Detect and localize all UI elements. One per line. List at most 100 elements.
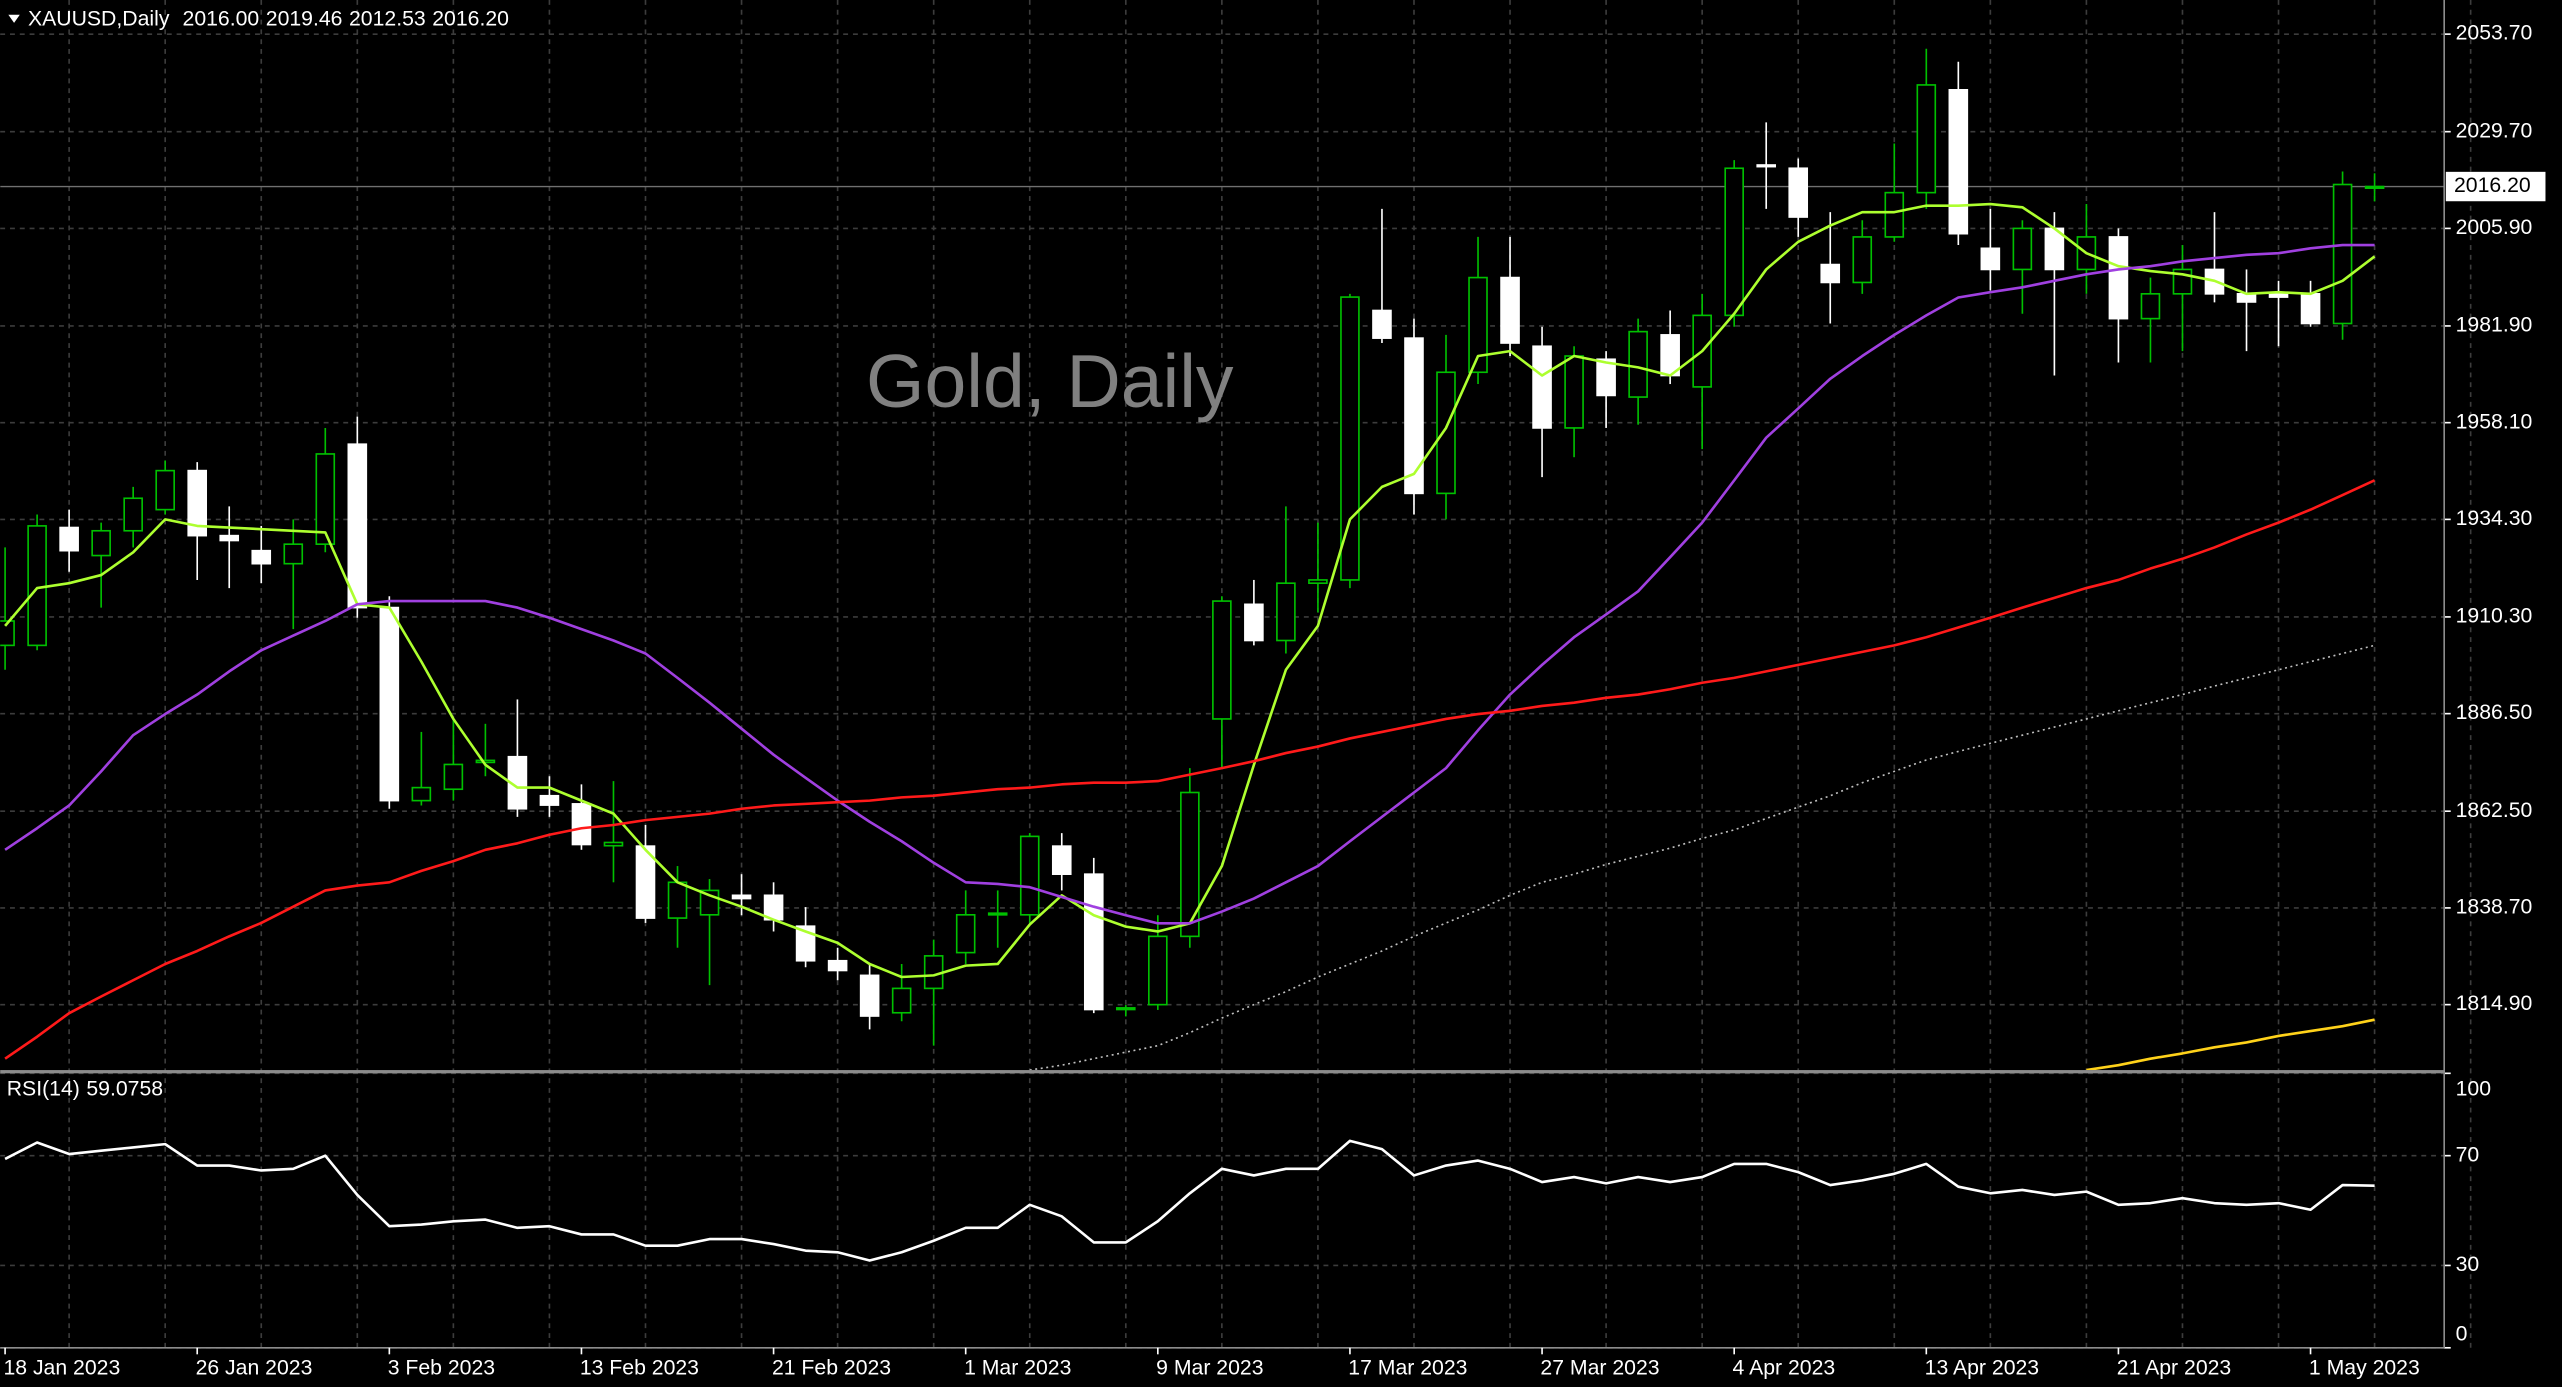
- candle-body: [27, 525, 47, 647]
- candle-body: [2140, 293, 2161, 320]
- candle-body: [1948, 88, 1969, 235]
- candle-body: [1115, 1007, 1136, 1011]
- candle-body: [667, 881, 688, 919]
- candle-body: [187, 469, 208, 537]
- y-tick-label: 30: [2456, 1253, 2480, 1276]
- candle-body: [1019, 835, 1040, 916]
- y-tick-label: 1934.30: [2456, 507, 2533, 530]
- candle-body: [1916, 84, 1937, 194]
- candle-body: [1564, 355, 1584, 429]
- candle-body: [1372, 309, 1392, 339]
- candle-body: [0, 620, 15, 647]
- candle-body: [475, 759, 496, 764]
- rsi-separator: [0, 1070, 2445, 1074]
- rsi-title: RSI(14): [7, 1077, 80, 1100]
- candle-body: [859, 974, 880, 1017]
- candle-body: [1724, 167, 1744, 317]
- x-tick-label: 13 Apr 2023: [1925, 1357, 2039, 1380]
- x-tick-label: 1 Mar 2023: [964, 1357, 1071, 1380]
- x-tick-label: 1 May 2023: [2309, 1357, 2420, 1380]
- candle-body: [1436, 371, 1456, 495]
- candle-body: [347, 443, 368, 609]
- symbol: XAUUSD,Daily: [28, 7, 170, 30]
- x-tick-label: 26 Jan 2023: [196, 1357, 313, 1380]
- candle-body: [155, 469, 175, 511]
- watermark-title: Gold, Daily: [866, 339, 1234, 423]
- candle-body: [731, 894, 752, 900]
- candle-body: [1884, 191, 1905, 238]
- x-tick-label: 27 Mar 2023: [1540, 1357, 1659, 1380]
- candle-body: [1532, 345, 1552, 429]
- candle-body: [443, 763, 464, 791]
- y-tick-label: 2029.70: [2456, 119, 2533, 142]
- candle-body: [987, 912, 1008, 916]
- candle-body: [1340, 296, 1360, 581]
- y-tick-label: 1862.50: [2456, 799, 2533, 822]
- y-tick-label: 0: [2456, 1322, 2468, 1345]
- candle-body: [1051, 845, 1072, 875]
- y-tick-label: 1814.90: [2456, 992, 2533, 1015]
- y-tick-label: 1958.10: [2456, 410, 2533, 433]
- indicator-line: [4, 479, 2376, 1060]
- chart-header: XAUUSD,Daily 2016.00 2019.46 2012.53 2016.20: [28, 7, 509, 30]
- y-tick-label: 100: [2456, 1077, 2491, 1100]
- candle-body: [1980, 247, 2001, 271]
- candle-body: [1756, 164, 1777, 168]
- candle-body: [1500, 276, 1520, 344]
- x-tick-label: 4 Apr 2023: [1733, 1357, 1836, 1380]
- x-tick-label: 18 Jan 2023: [3, 1357, 120, 1380]
- rsi-header: RSI(14) 59.0758: [7, 1077, 163, 1100]
- indicator-line: [2086, 1018, 2375, 1071]
- candle-body: [2364, 185, 2385, 189]
- candle-body: [2300, 293, 2321, 325]
- candle-body: [571, 803, 592, 846]
- indicator-line: [4, 1139, 2375, 1262]
- candle-body: [91, 529, 111, 557]
- indicator-line: [4, 243, 2375, 925]
- candle-body: [635, 845, 656, 919]
- candle-body: [1083, 873, 1104, 1011]
- x-tick-label: 17 Mar 2023: [1348, 1357, 1467, 1380]
- x-tick-label: 21 Apr 2023: [2117, 1357, 2231, 1380]
- candle-body: [955, 914, 976, 954]
- low-label: 2012.53: [349, 7, 426, 30]
- rsi-plot: [4, 1139, 2375, 1262]
- candle-body: [379, 606, 400, 802]
- candle-body: [1148, 935, 1168, 1006]
- candle-body: [1212, 600, 1232, 720]
- y-tick-label: 1838.70: [2456, 896, 2533, 919]
- candle-body: [1628, 330, 1648, 398]
- candle-body: [603, 841, 624, 847]
- price-plot: [0, 48, 2445, 1071]
- candle-body: [1244, 603, 1264, 642]
- candle-body: [315, 453, 336, 545]
- candle-body: [795, 925, 816, 962]
- candle-body: [219, 534, 240, 542]
- candle-body: [2012, 227, 2033, 271]
- y-tick-label: 2005.90: [2456, 216, 2533, 239]
- candle-body: [123, 497, 143, 532]
- y-tick-label: 1910.30: [2456, 605, 2533, 628]
- candle-body: [1276, 582, 1296, 642]
- candle-body: [59, 526, 79, 552]
- candle-body: [2332, 183, 2353, 325]
- y-tick-label: 2053.70: [2456, 22, 2533, 45]
- high-label: 2019.46: [266, 7, 343, 30]
- candle-body: [251, 549, 272, 565]
- candle-body: [539, 794, 560, 806]
- candle-body: [411, 786, 432, 802]
- candle-body: [1788, 167, 1809, 218]
- candle-body: [1596, 358, 1616, 397]
- close-label: 2016.20: [432, 7, 509, 30]
- y-tick-label: 70: [2456, 1143, 2480, 1166]
- indicator-line: [1029, 644, 2375, 1071]
- y-tick-label: 1886.50: [2456, 701, 2533, 724]
- collapse-triangle: [8, 14, 20, 23]
- candle-body: [2108, 236, 2129, 320]
- x-tick-label: 9 Mar 2023: [1156, 1357, 1263, 1380]
- candle-body: [1308, 579, 1328, 585]
